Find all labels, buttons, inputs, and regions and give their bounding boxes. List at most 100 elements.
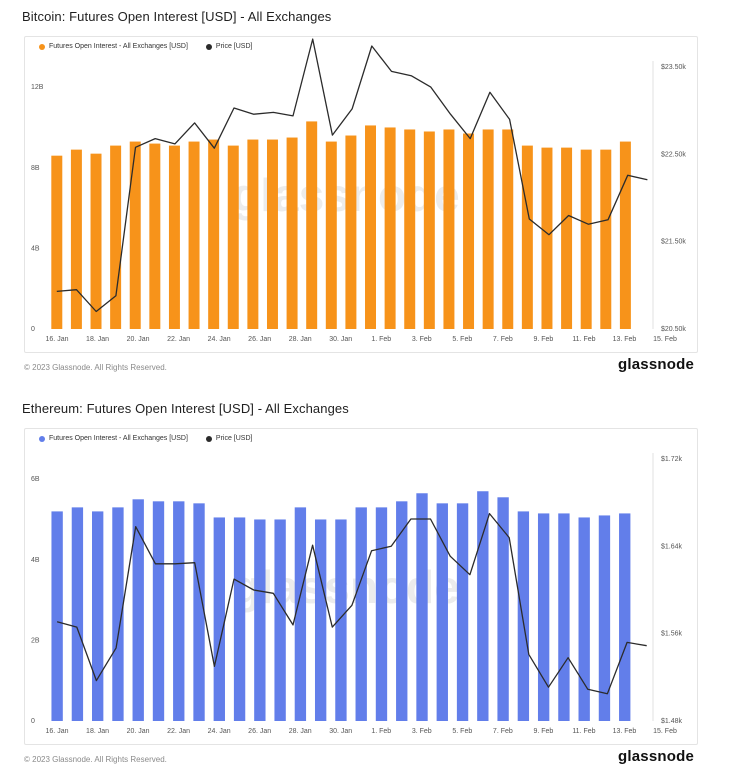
oi-bar	[129, 141, 141, 329]
eth-legend-bars[interactable]: Futures Open Interest - All Exchanges [U…	[39, 435, 188, 442]
oi-bar	[213, 517, 225, 721]
x-tick-label: 24. Jan	[208, 336, 231, 343]
x-tick-label: 20. Jan	[127, 728, 150, 735]
x-tick-label: 22. Jan	[167, 728, 190, 735]
btc-chart-frame: glassnode04B8B12B$20.50k$21.50k$22.50k$2…	[24, 36, 698, 353]
y-left-tick-label: 6B	[31, 476, 40, 483]
oi-bar	[619, 141, 631, 329]
oi-bar	[70, 149, 82, 329]
x-tick-label: 1. Feb	[371, 336, 391, 343]
oi-bar	[110, 145, 122, 329]
y-right-tick-label: $20.50k	[661, 326, 686, 333]
btc-legend-price-label: Price [USD]	[215, 43, 253, 50]
x-tick-label: 5. Feb	[452, 728, 472, 735]
oi-bar	[619, 513, 631, 721]
price-line	[56, 38, 648, 313]
oi-bar	[233, 517, 246, 721]
btc-legend-bars[interactable]: Futures Open Interest - All Exchanges [U…	[39, 43, 188, 50]
y-left-tick-label: 8B	[31, 165, 40, 172]
oi-bar	[254, 519, 266, 721]
x-tick-label: 28. Jan	[289, 336, 312, 343]
oi-bar	[537, 513, 550, 721]
y-right-tick-label: $22.50k	[661, 151, 686, 158]
oi-bar	[443, 129, 455, 329]
orange-dot-icon	[39, 43, 45, 50]
y-right-tick-label: $1.72k	[661, 456, 683, 463]
oi-bar	[482, 129, 494, 329]
btc-brand-logo: glassnode	[618, 356, 694, 373]
btc-chart-svg: glassnode04B8B12B$20.50k$21.50k$22.50k$2…	[31, 38, 686, 343]
eth-legend-price[interactable]: Price [USD]	[205, 435, 253, 442]
oi-bar	[578, 517, 590, 721]
oi-bar	[208, 139, 220, 329]
oi-bar	[112, 507, 124, 721]
y-left-tick-label: 4B	[31, 245, 40, 252]
eth-brand-logo: glassnode	[618, 748, 694, 765]
eth-chart-svg: glassnode02B4B6B$1.48k$1.56k$1.64k$1.72k…	[31, 453, 683, 735]
btc-copyright: © 2023 Glassnode. All Rights Reserved.	[24, 363, 167, 372]
black-dot-icon	[205, 435, 212, 442]
oi-bar	[173, 501, 185, 721]
x-tick-label: 18. Jan	[86, 336, 109, 343]
x-tick-label: 30. Jan	[329, 728, 352, 735]
oi-bar	[274, 519, 286, 721]
black-dot-icon	[205, 43, 212, 50]
oi-bar	[423, 131, 435, 329]
eth-legend[interactable]: Futures Open Interest - All Exchanges [U…	[39, 435, 252, 442]
oi-bar	[152, 501, 165, 721]
x-tick-label: 5. Feb	[452, 336, 472, 343]
oi-bar	[71, 507, 84, 721]
x-tick-label: 3. Feb	[412, 728, 432, 735]
eth-chart-section: Ethereum: Futures Open Interest [USD] - …	[0, 392, 732, 777]
oi-bar	[314, 519, 327, 721]
oi-bar	[286, 137, 298, 329]
price-line	[56, 512, 647, 695]
x-tick-label: 26. Jan	[248, 336, 271, 343]
btc-chart-section: Bitcoin: Futures Open Interest [USD] - A…	[0, 0, 732, 385]
x-tick-label: 3. Feb	[412, 336, 432, 343]
y-right-tick-label: $1.56k	[661, 631, 683, 638]
oi-bar	[294, 507, 307, 721]
oi-bar	[580, 149, 592, 329]
oi-bar	[335, 519, 347, 721]
x-tick-label: 9. Feb	[533, 728, 553, 735]
btc-legend-price[interactable]: Price [USD]	[205, 43, 253, 50]
y-left-tick-label: 2B	[31, 637, 40, 644]
oi-bar	[188, 141, 200, 329]
eth-chart-title: Ethereum: Futures Open Interest [USD] - …	[22, 401, 349, 416]
btc-legend[interactable]: Futures Open Interest - All Exchanges [U…	[39, 43, 252, 50]
oi-bar	[404, 129, 416, 329]
x-tick-label: 30. Jan	[329, 336, 352, 343]
oi-bar	[558, 513, 570, 721]
x-tick-label: 18. Jan	[86, 728, 109, 735]
eth-legend-bars-label: Futures Open Interest - All Exchanges [U…	[49, 435, 188, 442]
eth-legend-price-label: Price [USD]	[215, 435, 253, 442]
oi-bar	[51, 511, 63, 721]
x-tick-label: 28. Jan	[289, 728, 312, 735]
oi-bar	[456, 503, 469, 721]
oi-bar	[561, 147, 573, 329]
oi-bar	[416, 493, 428, 721]
oi-bar	[325, 141, 337, 329]
x-tick-label: 7. Feb	[493, 728, 513, 735]
oi-bar	[149, 143, 161, 329]
y-right-tick-label: $1.64k	[661, 543, 683, 550]
btc-chart-title: Bitcoin: Futures Open Interest [USD] - A…	[22, 9, 332, 24]
x-tick-label: 16. Jan	[46, 728, 69, 735]
x-tick-label: 15. Feb	[653, 728, 677, 735]
x-tick-label: 22. Jan	[167, 336, 190, 343]
x-tick-label: 13. Feb	[613, 728, 637, 735]
x-tick-label: 11. Feb	[572, 728, 595, 735]
eth-copyright: © 2023 Glassnode. All Rights Reserved.	[24, 755, 167, 764]
y-right-tick-label: $23.50k	[661, 64, 686, 71]
oi-bar	[51, 155, 63, 329]
oi-bar	[497, 497, 509, 721]
oi-bar	[541, 147, 553, 329]
x-tick-label: 7. Feb	[493, 336, 513, 343]
oi-bar	[396, 501, 408, 721]
oi-bar	[132, 499, 144, 721]
oi-bar	[463, 133, 475, 329]
oi-bar	[345, 135, 357, 329]
x-tick-label: 11. Feb	[572, 336, 595, 343]
oi-bar	[227, 145, 239, 329]
